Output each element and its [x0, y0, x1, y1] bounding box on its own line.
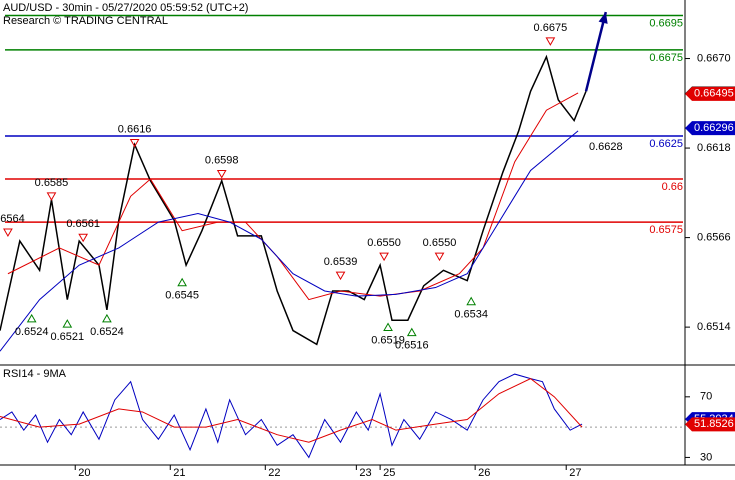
chart-title: AUD/USD - 30min - 05/27/2020 05:59:52 (U… [3, 2, 248, 14]
trough-label: 0.6519 [371, 334, 405, 346]
x-tick-label: 26 [478, 467, 490, 479]
rsi-tick-label: 70 [700, 391, 712, 403]
last-value-label: 0.66296 [694, 122, 734, 134]
trough-label: 0.6524 [90, 326, 124, 338]
x-tick-label: 20 [78, 467, 90, 479]
peak-marker [129, 139, 140, 148]
y-tick-label: 0.6618 [697, 142, 731, 154]
trough-label: 0.6516 [395, 340, 429, 352]
level-label: 0.6575 [649, 224, 683, 236]
x-tick-label: 22 [268, 467, 280, 479]
rsi-title: RSI14 - 9MA [3, 368, 67, 380]
note-label: 0.6628 [589, 141, 623, 153]
trough-marker [102, 313, 112, 323]
trough-label: 0.6534 [454, 309, 488, 321]
y-tick-label: 0.6670 [697, 52, 731, 64]
y-tick-label: 0.6566 [697, 232, 731, 244]
last-value-label: 51.8526 [694, 418, 734, 430]
last-value-box [685, 417, 735, 432]
x-tick-label: 25 [383, 467, 395, 479]
x-tick-label: 23 [359, 467, 371, 479]
peak-label: 0.6616 [118, 123, 152, 135]
peak-marker [545, 37, 556, 46]
trough-label: 0.6521 [50, 331, 84, 343]
level-label: 0.6695 [649, 17, 683, 29]
trough-marker [466, 296, 477, 306]
peak-marker [434, 252, 445, 262]
trough-marker [383, 322, 393, 332]
rsi-line [0, 373, 583, 459]
peak-label: 0.6598 [205, 154, 239, 166]
series-line [0, 130, 579, 352]
level-label: 0.6625 [649, 138, 683, 150]
chart-subtitle: Research © TRADING CENTRAL [3, 15, 168, 27]
trough-marker [62, 319, 73, 328]
peak-label: 0.6550 [367, 237, 401, 249]
peak-label: 0.6561 [66, 218, 100, 230]
peak-marker [78, 233, 89, 243]
level-label: 0.6675 [649, 52, 683, 64]
arrow-head [598, 12, 608, 24]
last-value-label: 0.66495 [694, 88, 734, 100]
level-label: 0.66 [662, 181, 683, 193]
peak-marker [3, 228, 13, 238]
last-value-box [685, 121, 735, 136]
trough-marker [406, 327, 417, 337]
peak-marker [379, 252, 389, 262]
peak-label: 0.6550 [423, 237, 457, 249]
y-tick-label: 0.6514 [697, 321, 731, 333]
peak-label: 0.6585 [35, 177, 69, 189]
peak-label: 0.6675 [534, 22, 568, 34]
rsi-line [0, 378, 583, 443]
projection-arrow [584, 11, 608, 92]
x-tick-label: 21 [173, 467, 185, 479]
peak-marker [216, 170, 227, 179]
trough-marker [177, 277, 188, 287]
x-tick-label: 27 [569, 467, 581, 479]
trough-label: 0.6524 [15, 326, 49, 338]
peak-label: 0.6564 [0, 213, 25, 225]
rsi-tick-label: 30 [700, 451, 712, 463]
last-value-box [685, 86, 735, 101]
peak-marker [335, 271, 346, 281]
trough-marker [26, 313, 37, 323]
series-line [7, 92, 579, 301]
trough-label: 0.6545 [165, 290, 199, 302]
peak-marker [46, 192, 57, 201]
peak-label: 0.6539 [324, 256, 358, 268]
